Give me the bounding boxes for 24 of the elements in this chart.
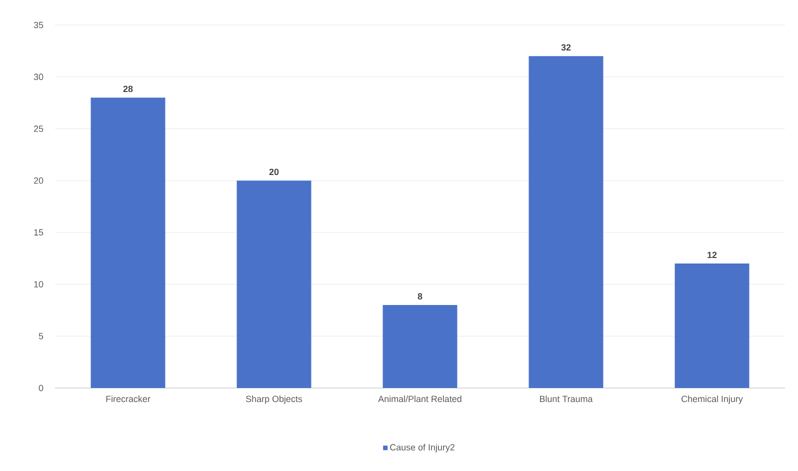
bar — [528, 56, 604, 388]
y-tick-label: 15 — [34, 229, 44, 236]
x-tick-label: Firecracker — [106, 396, 150, 402]
data-label: 28 — [123, 86, 133, 92]
data-label: 20 — [269, 168, 279, 176]
x-tick-label: Animal/Plant Related — [378, 396, 462, 402]
y-tick-label: 20 — [34, 177, 44, 184]
bar — [382, 305, 458, 388]
y-tick-label: 25 — [34, 126, 44, 132]
bar — [674, 264, 750, 388]
bar — [236, 180, 312, 388]
y-tick-label: 30 — [34, 74, 44, 80]
y-tick-label: 35 — [34, 22, 44, 28]
x-tick-label: Sharp Objects — [246, 396, 302, 404]
x-tick-label: Chemical Injury — [682, 396, 743, 404]
y-tick-label: 5 — [38, 333, 44, 340]
data-label: 12 — [708, 252, 717, 258]
bar — [90, 98, 166, 388]
data-label: 8 — [418, 293, 422, 300]
data-label: 32 — [561, 44, 571, 51]
y-tick-label: 0 — [38, 384, 44, 392]
y-tick-label: 10 — [34, 281, 44, 288]
x-tick-label: Blunt Trauma — [540, 396, 593, 402]
legend-label: Cause of Injury2 — [390, 444, 454, 452]
